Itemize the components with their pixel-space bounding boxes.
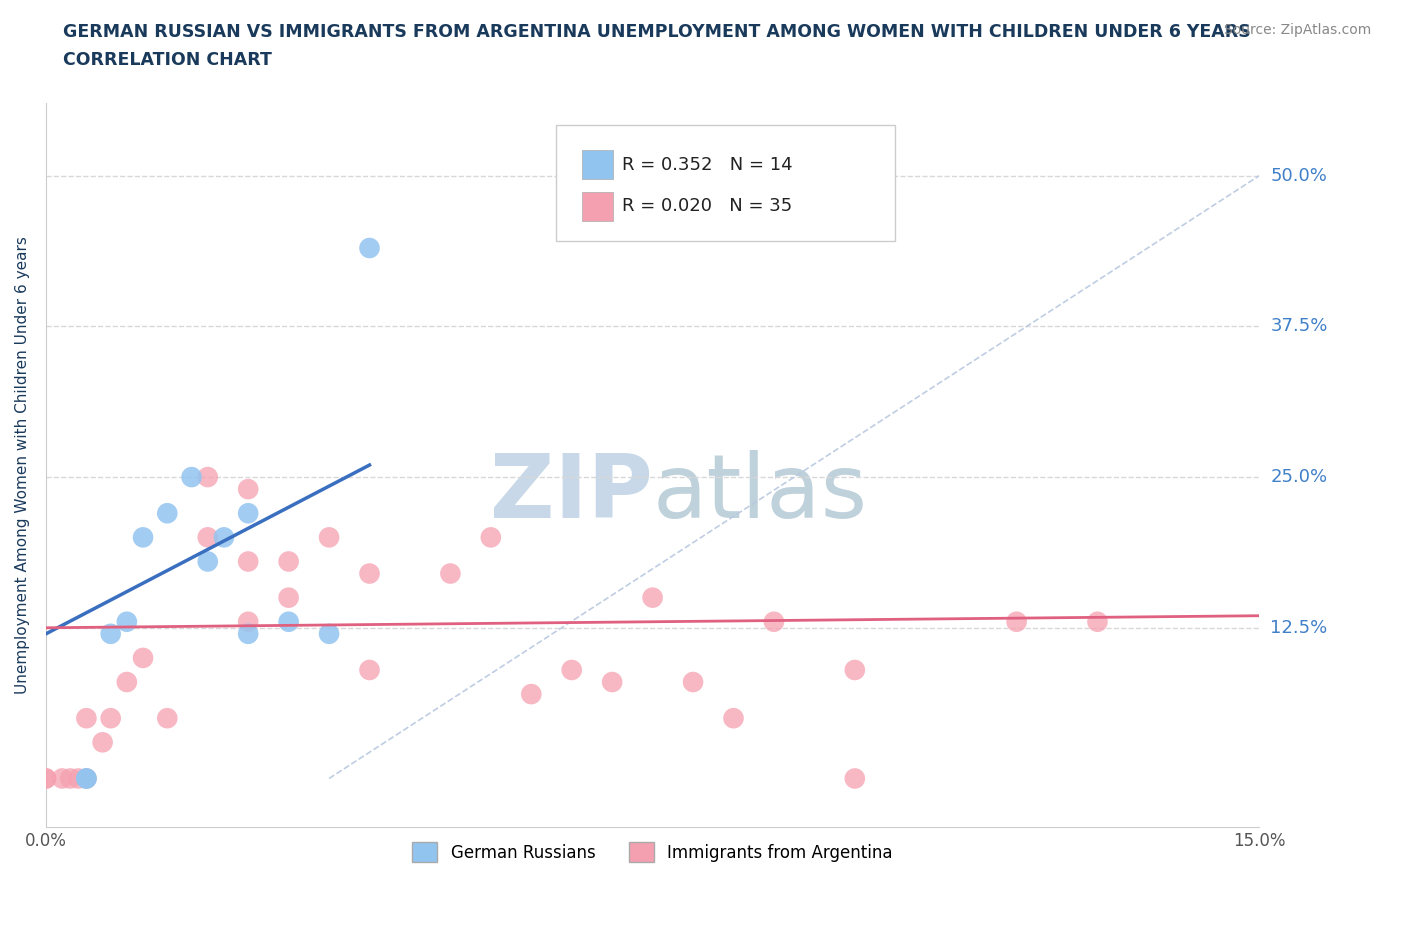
Point — [359, 241, 381, 256]
Point — [91, 735, 114, 750]
Point — [723, 711, 745, 725]
FancyBboxPatch shape — [555, 125, 896, 241]
Point — [180, 470, 202, 485]
Text: atlas: atlas — [652, 450, 868, 538]
Point — [1087, 615, 1109, 630]
Point — [132, 530, 155, 545]
Text: Source: ZipAtlas.com: Source: ZipAtlas.com — [1223, 23, 1371, 37]
Point — [359, 566, 381, 581]
Point — [439, 566, 461, 581]
Point — [318, 530, 340, 545]
Bar — [582, 192, 613, 220]
Text: ZIP: ZIP — [489, 450, 652, 538]
Point — [844, 662, 866, 677]
Point — [67, 771, 90, 786]
Point — [238, 627, 260, 642]
Text: R = 0.352   N = 14: R = 0.352 N = 14 — [623, 156, 793, 174]
Point — [479, 530, 502, 545]
Y-axis label: Unemployment Among Women with Children Under 6 years: Unemployment Among Women with Children U… — [15, 236, 30, 694]
Point — [75, 711, 97, 725]
Point — [75, 771, 97, 786]
Point — [277, 615, 299, 630]
Point — [238, 554, 260, 569]
Point — [238, 615, 260, 630]
Text: R = 0.020   N = 35: R = 0.020 N = 35 — [623, 197, 793, 215]
Point — [197, 554, 219, 569]
Point — [197, 530, 219, 545]
Point — [59, 771, 82, 786]
Text: 37.5%: 37.5% — [1271, 317, 1327, 336]
Point — [277, 554, 299, 569]
Point — [238, 482, 260, 497]
Point — [100, 627, 122, 642]
Point — [682, 674, 704, 689]
Point — [1005, 615, 1028, 630]
Point — [75, 771, 97, 786]
Legend: German Russians, Immigrants from Argentina: German Russians, Immigrants from Argenti… — [406, 835, 900, 869]
Text: 25.0%: 25.0% — [1271, 468, 1327, 486]
Point — [35, 771, 58, 786]
Point — [156, 711, 179, 725]
Point — [520, 686, 543, 701]
Point — [762, 615, 785, 630]
Point — [641, 591, 664, 605]
Point — [115, 674, 138, 689]
Point — [100, 711, 122, 725]
Point — [561, 662, 583, 677]
Point — [359, 662, 381, 677]
Point — [35, 771, 58, 786]
Text: 12.5%: 12.5% — [1271, 618, 1327, 637]
Point — [197, 470, 219, 485]
Point — [51, 771, 73, 786]
Point — [600, 674, 623, 689]
Text: CORRELATION CHART: CORRELATION CHART — [63, 51, 273, 69]
Text: GERMAN RUSSIAN VS IMMIGRANTS FROM ARGENTINA UNEMPLOYMENT AMONG WOMEN WITH CHILDR: GERMAN RUSSIAN VS IMMIGRANTS FROM ARGENT… — [63, 23, 1251, 41]
Point — [277, 591, 299, 605]
Point — [132, 650, 155, 665]
Point — [318, 627, 340, 642]
Point — [844, 771, 866, 786]
Point — [115, 615, 138, 630]
Point — [156, 506, 179, 521]
Text: 50.0%: 50.0% — [1271, 166, 1327, 185]
Bar — [582, 151, 613, 179]
Point — [75, 771, 97, 786]
Point — [212, 530, 235, 545]
Point — [238, 506, 260, 521]
